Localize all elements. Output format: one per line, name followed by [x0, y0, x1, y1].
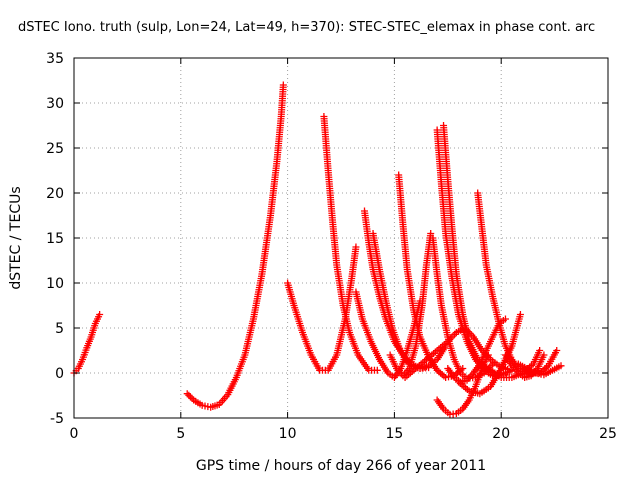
data-point: [536, 347, 544, 354]
series-18: [501, 351, 548, 381]
series-10: [433, 126, 516, 380]
series-14: [444, 315, 509, 386]
series-2: [284, 243, 360, 374]
data-point: [504, 365, 512, 373]
grid: [73, 57, 609, 419]
y-tick-label: 25: [46, 141, 64, 157]
data-point: [279, 81, 287, 89]
series-3: [320, 113, 381, 374]
data-point: [185, 391, 193, 399]
data-point: [183, 390, 191, 398]
data-point: [352, 243, 360, 251]
data-point: [427, 230, 435, 237]
data-point: [373, 366, 381, 374]
series-6: [369, 230, 450, 372]
y-tick-label: 10: [46, 276, 64, 292]
x-tick-label: 25: [599, 426, 617, 442]
y-tick-label: 35: [46, 51, 64, 67]
series-8: [386, 230, 435, 380]
data-point: [553, 347, 561, 354]
axis-ticks: 0 5 10 15 20 25 -5 0 5 10 15 20 25 30 35: [46, 51, 617, 442]
x-tick-label: 5: [176, 426, 185, 442]
data-point: [96, 311, 104, 318]
data-point: [401, 356, 409, 363]
x-tick-label: 15: [385, 426, 403, 442]
data-point: [540, 351, 548, 359]
data-point: [501, 315, 509, 323]
x-axis-label: GPS time / hours of day 266 of year 2011: [196, 458, 486, 474]
data-points: [70, 81, 565, 418]
series-1: [183, 81, 287, 411]
x-tick-label: 10: [279, 426, 297, 442]
y-tick-label: 30: [46, 96, 64, 112]
series-17: [476, 347, 544, 381]
y-tick-label: 5: [55, 321, 64, 337]
x-tick-label: 0: [70, 426, 79, 442]
data-point: [186, 393, 194, 401]
data-point: [516, 311, 524, 318]
y-tick-label: 0: [55, 366, 64, 382]
data-point: [557, 362, 565, 370]
data-point: [188, 394, 196, 402]
series-0: [70, 311, 104, 377]
series-20: [519, 347, 561, 377]
chart-title: dSTEC Iono. truth (sulp, Lon=24, Lat=49,…: [18, 20, 596, 35]
y-axis-label: dSTEC / TECUs: [8, 186, 24, 289]
y-tick-label: 15: [46, 231, 64, 247]
x-tick-label: 20: [492, 426, 510, 442]
y-tick-label: 20: [46, 186, 64, 202]
y-tick-label: -5: [50, 411, 64, 427]
data-point: [403, 357, 411, 365]
